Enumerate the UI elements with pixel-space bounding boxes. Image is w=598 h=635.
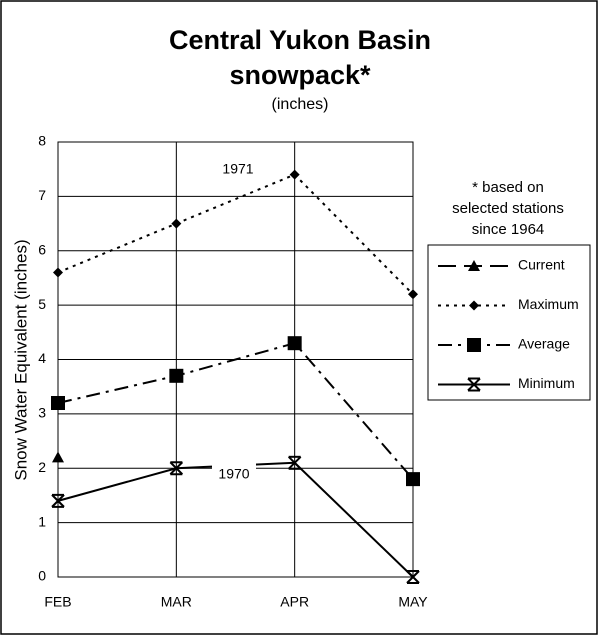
x-tick-label: MAY bbox=[398, 594, 428, 610]
marker bbox=[287, 455, 302, 470]
legend-label: Average bbox=[518, 336, 570, 352]
y-tick-label: 1 bbox=[38, 513, 46, 529]
marker bbox=[171, 218, 182, 229]
legend-box bbox=[427, 244, 591, 401]
marker-shape bbox=[169, 461, 184, 475]
x-tick-label: MAR bbox=[161, 594, 192, 610]
legend-label: Maximum bbox=[518, 296, 579, 312]
marker-shape bbox=[467, 338, 481, 352]
y-tick-label: 2 bbox=[38, 459, 46, 475]
y-tick-label: 0 bbox=[38, 568, 46, 584]
y-tick-label: 8 bbox=[38, 133, 46, 149]
y-tick-label: 3 bbox=[38, 405, 46, 421]
marker-shape bbox=[171, 218, 182, 229]
marker-shape bbox=[287, 456, 302, 470]
y-tick-label: 6 bbox=[38, 241, 46, 257]
annotation-bg bbox=[212, 463, 256, 485]
marker bbox=[469, 300, 479, 311]
x-tick-label: APR bbox=[280, 594, 309, 610]
series-line bbox=[57, 342, 414, 480]
note: since 1964 bbox=[472, 221, 545, 238]
chart-subtitle: (inches) bbox=[272, 96, 329, 113]
chart-title: Central Yukon Basin bbox=[169, 25, 431, 55]
note: * based on bbox=[472, 179, 544, 196]
marker bbox=[169, 461, 184, 476]
marker bbox=[169, 368, 184, 383]
annotation: 1970 bbox=[218, 466, 249, 482]
legend-label: Minimum bbox=[518, 375, 575, 391]
series-line bbox=[57, 173, 414, 295]
marker bbox=[467, 338, 481, 352]
y-tick-label: 5 bbox=[38, 296, 46, 312]
note: selected stations bbox=[452, 200, 564, 217]
marker-shape bbox=[289, 169, 300, 180]
y-tick-label: 4 bbox=[38, 350, 46, 366]
marker bbox=[287, 336, 302, 351]
chart-title: snowpack* bbox=[229, 60, 371, 90]
y-axis-label: Snow Water Equivalent (inches) bbox=[11, 239, 30, 480]
annotation: 1971 bbox=[222, 161, 253, 177]
marker-shape bbox=[467, 377, 481, 392]
y-tick-label: 7 bbox=[38, 187, 46, 203]
plot-border bbox=[57, 141, 414, 578]
marker bbox=[289, 169, 300, 180]
legend-label: Current bbox=[518, 257, 565, 273]
marker-shape bbox=[287, 336, 302, 351]
marker-shape bbox=[169, 368, 184, 383]
marker-shape bbox=[469, 300, 479, 311]
marker bbox=[467, 377, 481, 392]
marker-shape bbox=[468, 260, 480, 271]
marker bbox=[468, 260, 480, 271]
x-tick-label: FEB bbox=[44, 594, 71, 610]
